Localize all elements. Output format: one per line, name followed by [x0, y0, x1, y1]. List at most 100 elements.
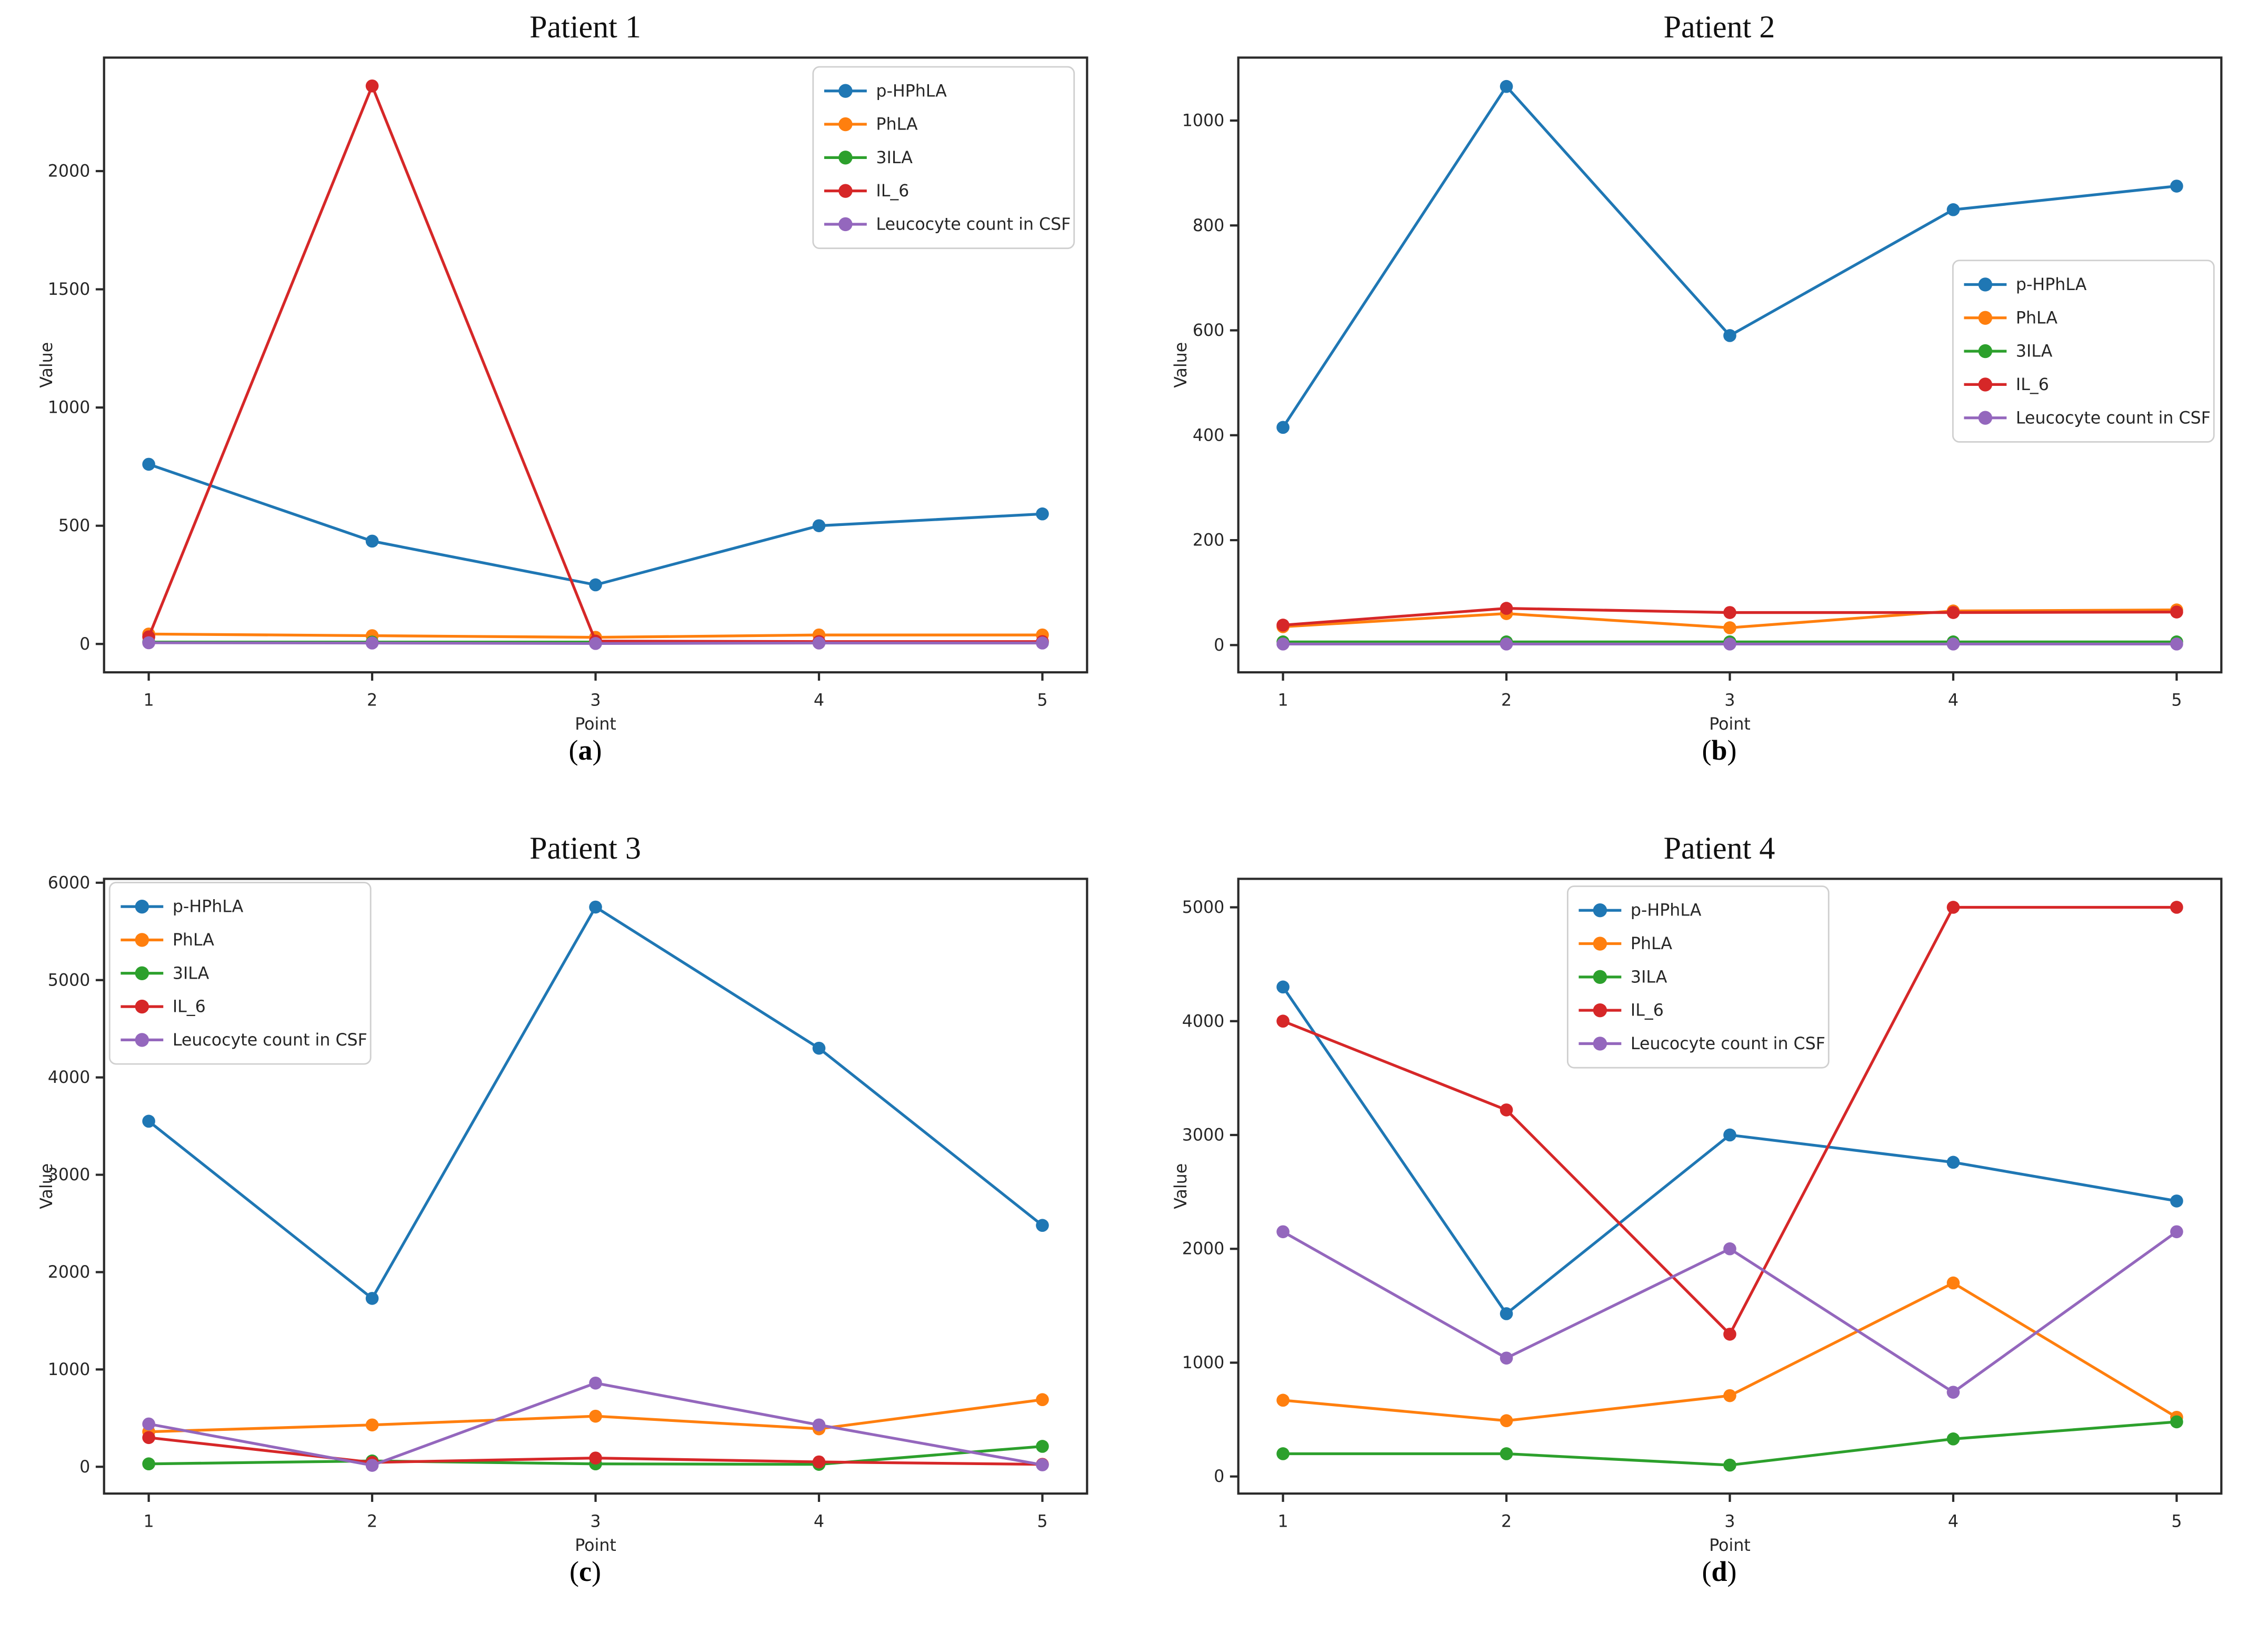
- series-marker: [1500, 602, 1513, 615]
- legend-sample-marker: [838, 217, 853, 232]
- line-chart-patient-1: 0 500 1000 1500 2000 1 2 3 4 5 Point Value p-HPhLA Ph…: [30, 46, 1104, 732]
- chart-svg: 0 1000 2000 3000 4000 5000 1 2 3 4 5 Point Value p-HP…: [1172, 878, 2222, 1553]
- caption-paren: ): [592, 734, 602, 766]
- x-tick-label: 5: [1037, 1512, 1047, 1531]
- series-marker: [589, 1376, 602, 1390]
- series-marker: [1723, 638, 1736, 651]
- series-marker: [142, 1114, 155, 1128]
- legend-sample-marker: [135, 999, 149, 1014]
- x-tick-label: 4: [1947, 691, 1958, 710]
- y-tick-label: 400: [1192, 426, 1224, 445]
- caption-letter: c: [579, 1556, 592, 1587]
- series-marker: [1276, 638, 1290, 651]
- legend-frame: [812, 66, 1075, 250]
- series-marker: [812, 636, 826, 650]
- x-tick-label: 1: [1277, 1512, 1288, 1531]
- legend-label: p-HPhLA: [876, 82, 947, 101]
- series-marker: [1276, 421, 1290, 434]
- y-tick-label: 600: [1192, 321, 1224, 340]
- series-marker: [589, 578, 602, 592]
- series-marker: [812, 1041, 826, 1055]
- chart-cell-patient-1: Patient 1 0 500 1000 1500 2000 1 2 3 4 5 Point Valu…: [0, 0, 1134, 821]
- legend-label: IL_6: [876, 182, 909, 201]
- legend-sample-marker: [1593, 1037, 1607, 1051]
- x-tick-label: 2: [1501, 691, 1511, 710]
- legend-sample-marker: [838, 184, 853, 198]
- series-marker: [142, 636, 155, 650]
- series-marker: [1036, 507, 1049, 521]
- x-tick-label: 4: [1947, 1512, 1958, 1531]
- chart-title: Patient 1: [529, 9, 641, 44]
- caption-letter: b: [1711, 734, 1727, 766]
- series-marker: [1276, 619, 1290, 632]
- y-tick-label: 1000: [1182, 112, 1224, 131]
- figure-caption: (c): [570, 1557, 601, 1586]
- series-marker: [589, 1451, 602, 1465]
- figure-caption: (a): [569, 736, 602, 764]
- chart-svg: 0 500 1000 1500 2000 1 2 3 4 5 Point Value p-HPhLA Ph…: [37, 56, 1088, 732]
- caption-paren: (: [1702, 734, 1712, 766]
- legend-box: p-HPhLA PhLA 3ILA IL_6 Leucocyte count in CS…: [108, 882, 372, 1065]
- chart-title: Patient 4: [1663, 831, 1775, 865]
- chart-title: Patient 2: [1663, 9, 1775, 44]
- series-marker: [2170, 638, 2183, 651]
- x-tick-label: 5: [1037, 691, 1047, 710]
- chart-title: Patient 3: [529, 831, 641, 865]
- y-tick-label: 2000: [1182, 1240, 1224, 1259]
- series-marker: [1276, 980, 1290, 994]
- series-line: [1282, 1230, 2177, 1394]
- legend-sample-marker: [135, 1033, 149, 1047]
- series-marker: [142, 1431, 155, 1445]
- series-marker: [1946, 1432, 1960, 1446]
- legend-box: p-HPhLA PhLA 3ILA IL_6 Leucocyte count in CS…: [1566, 885, 1830, 1069]
- y-tick-label: 0: [1214, 1467, 1224, 1486]
- x-tick-label: 2: [367, 691, 377, 710]
- series-marker: [589, 637, 602, 650]
- series-marker: [1276, 1014, 1290, 1028]
- legend-frame: [108, 882, 372, 1065]
- series-marker: [142, 1417, 155, 1431]
- legend-sample-marker: [135, 933, 149, 947]
- series-marker: [365, 1292, 379, 1305]
- series-marker: [2170, 1225, 2183, 1239]
- legend-label: IL_6: [1630, 1001, 1663, 1020]
- series-marker: [2170, 901, 2183, 914]
- line-chart-patient-3: 0 1000 2000 3000 4000 5000 6000 1 2 3 4 5 Point Value…: [30, 868, 1104, 1553]
- legend-label: p-HPhLA: [1630, 901, 1701, 920]
- y-axis-label: Value: [37, 1163, 56, 1209]
- y-tick-label: 2000: [48, 1263, 91, 1282]
- series-marker: [1946, 901, 1960, 914]
- x-tick-label: 1: [1277, 691, 1288, 710]
- series-marker: [1500, 1351, 1513, 1365]
- chart-cell-patient-3: Patient 3 0 1000 2000 3000 4000 5000 6000 1 2 3 4 5…: [0, 821, 1134, 1643]
- x-tick-label: 3: [590, 1512, 601, 1531]
- y-axis-label: Value: [37, 342, 56, 388]
- series-marker: [1723, 1389, 1736, 1402]
- series-marker: [1723, 1128, 1736, 1142]
- legend-label: IL_6: [2015, 375, 2049, 394]
- legend-label: PhLA: [1630, 934, 1672, 953]
- series-line: [1283, 1420, 2177, 1467]
- series-marker: [812, 1418, 826, 1432]
- y-tick-label: 1000: [48, 1360, 91, 1379]
- x-tick-label: 2: [1501, 1512, 1511, 1531]
- y-tick-label: 0: [1214, 636, 1224, 655]
- y-tick-label: 4000: [48, 1068, 91, 1087]
- series-marker: [142, 457, 155, 471]
- y-axis-label: Value: [1172, 1163, 1191, 1209]
- legend-label: Leucocyte count in CSF: [876, 215, 1071, 234]
- series-marker: [365, 1418, 379, 1432]
- figure-caption: (d): [1702, 1557, 1736, 1586]
- series-marker: [1276, 1447, 1290, 1460]
- series-marker: [1946, 1276, 1960, 1290]
- y-tick-label: 0: [79, 1458, 90, 1477]
- series-marker: [1946, 203, 1960, 216]
- figure-caption: (b): [1702, 736, 1736, 764]
- series-marker: [365, 534, 379, 548]
- series-marker: [1500, 79, 1513, 93]
- legend-label: PhLA: [173, 931, 214, 950]
- series-marker: [1500, 1307, 1513, 1320]
- series-marker: [1946, 1156, 1960, 1169]
- x-axis-label: Point: [575, 1536, 616, 1553]
